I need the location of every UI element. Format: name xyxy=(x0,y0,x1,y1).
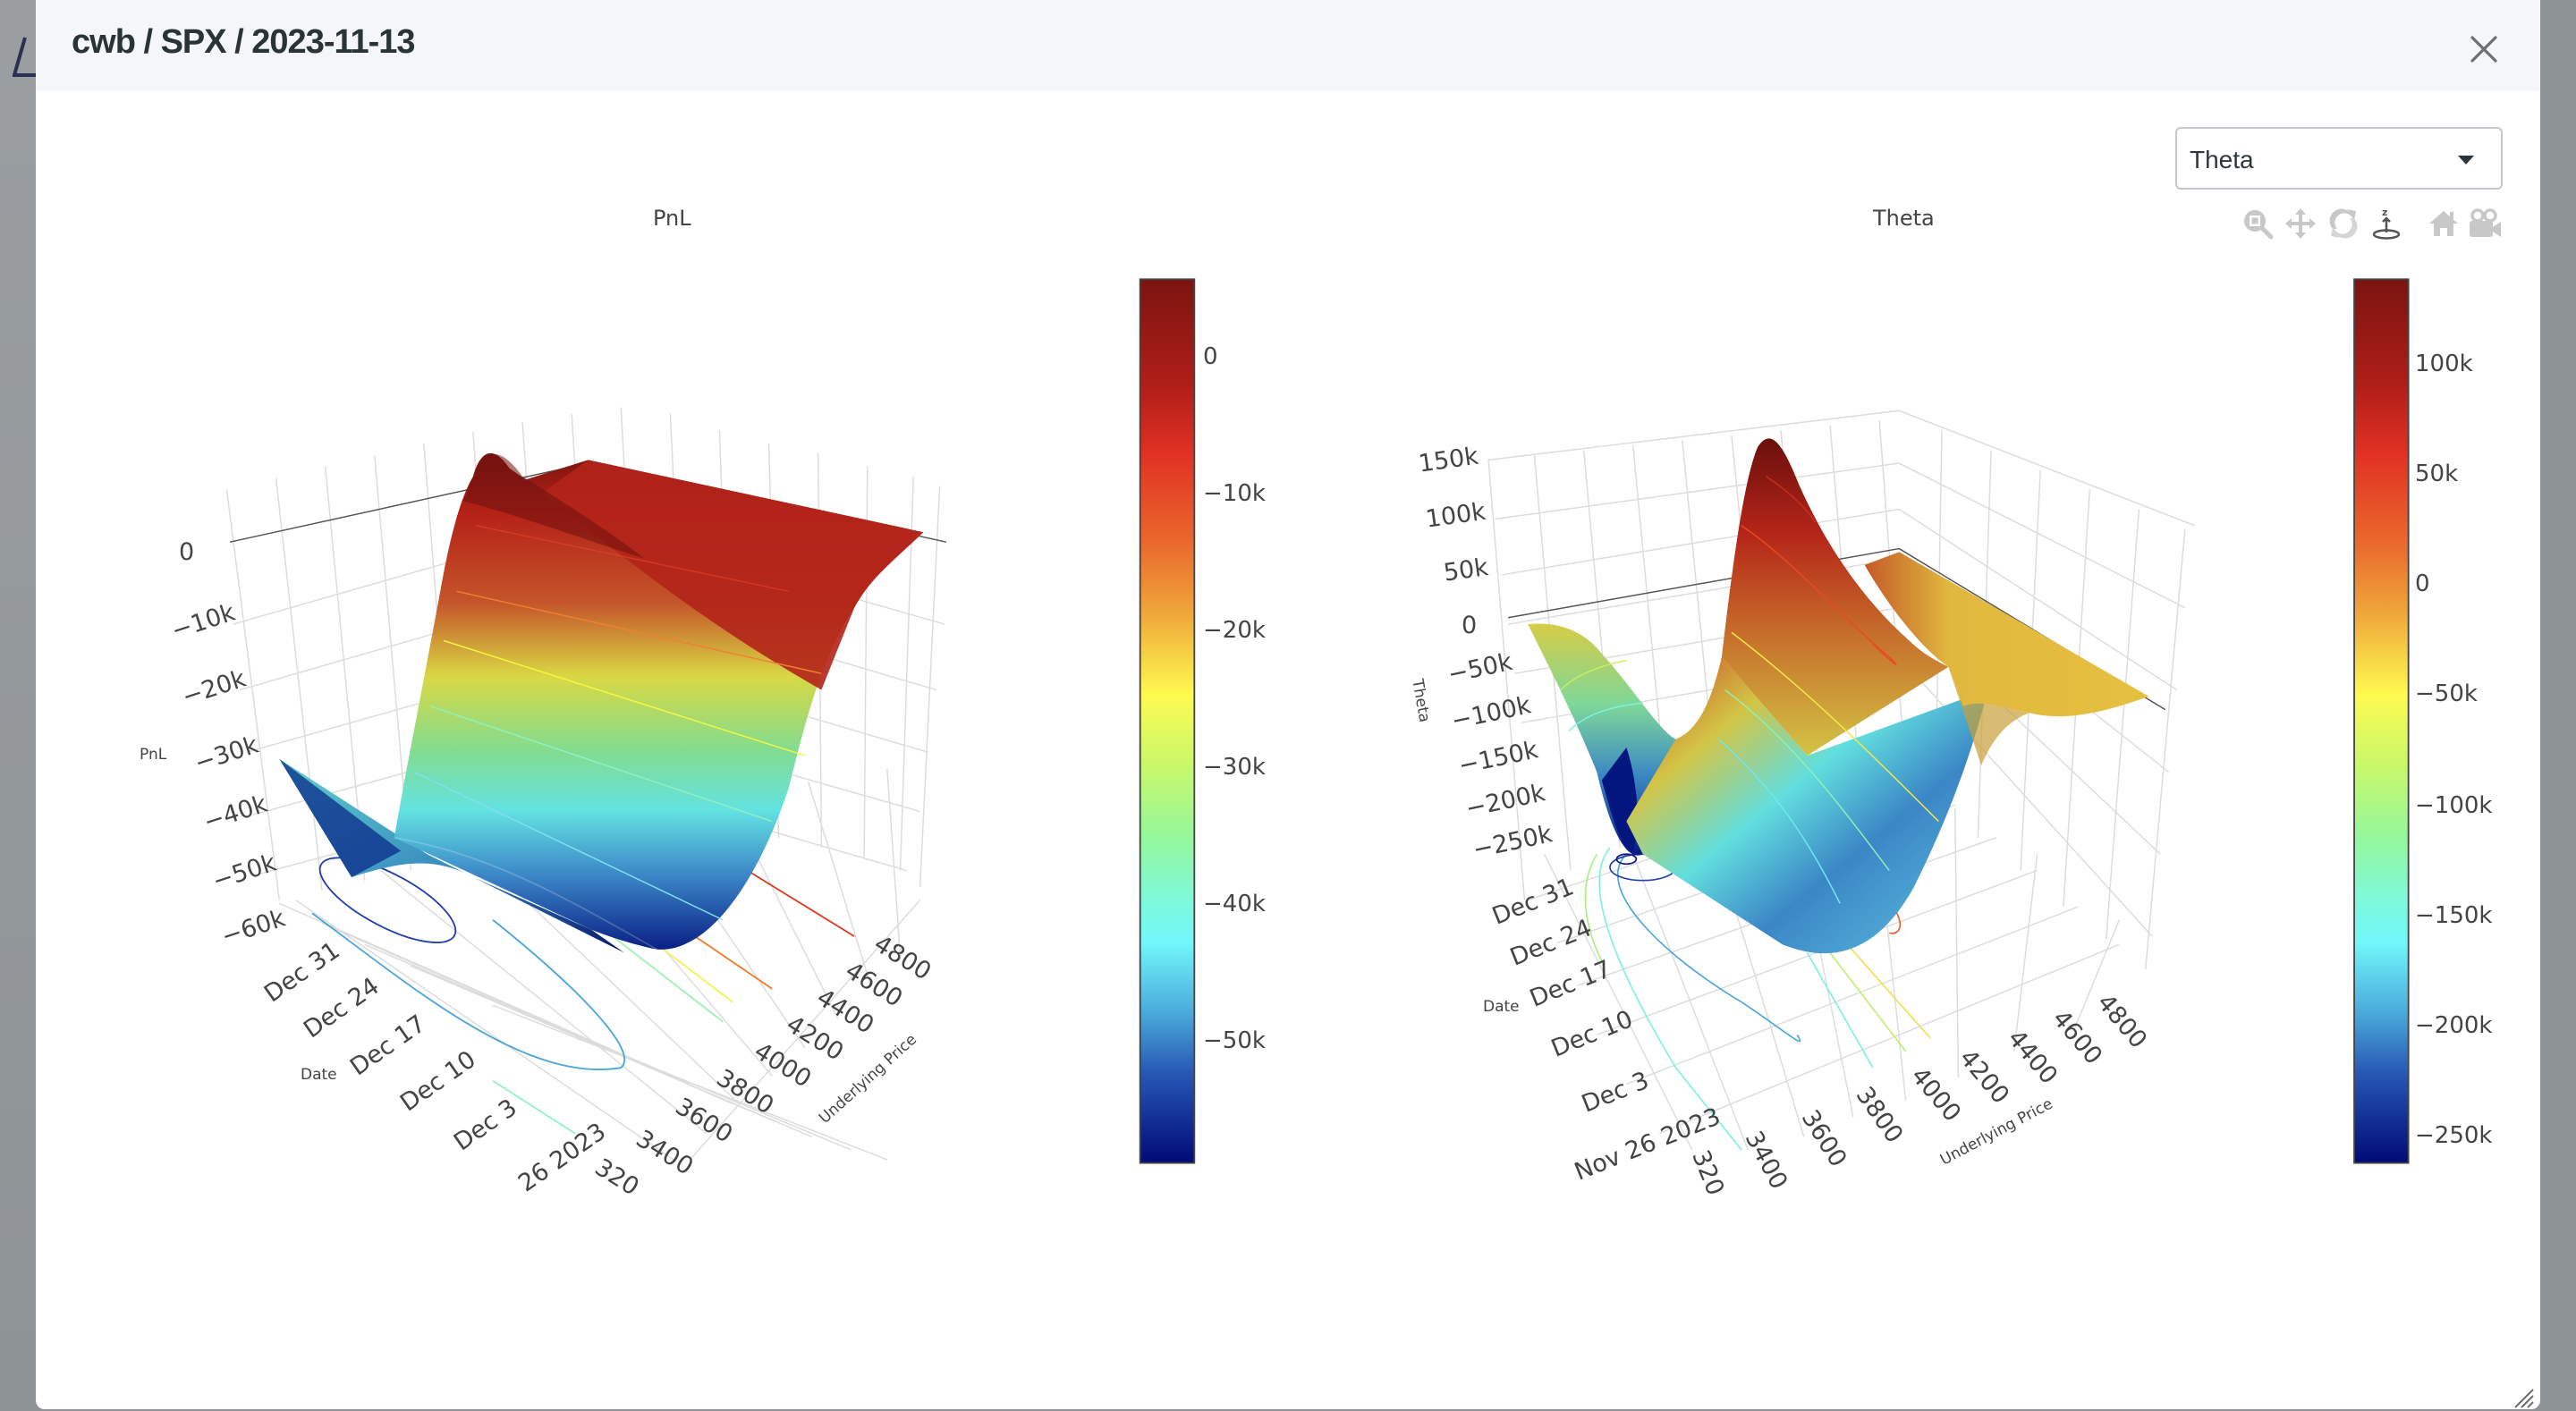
resize-grip-icon xyxy=(2514,1389,2534,1408)
theta-colorbar-tick: −100k xyxy=(2415,792,2493,819)
modal-header: cwb / SPX / 2023-11-13 xyxy=(36,0,2540,91)
turntable-rotation-button[interactable]: z xyxy=(2368,206,2404,241)
download-png-button[interactable] xyxy=(2467,206,2503,241)
greek-selector-dropdown[interactable]: Theta xyxy=(2175,127,2503,190)
orbit-rotation-icon xyxy=(2329,208,2358,239)
turntable-rotation-icon: z xyxy=(2372,207,2401,240)
theta-z-tick: 0 xyxy=(1462,612,1478,639)
camera-icon xyxy=(2470,208,2501,237)
pnl-colorbar-tick: −20k xyxy=(1203,617,1266,644)
pnl-date-axis-title: Date xyxy=(301,1066,337,1084)
reset-camera-button[interactable] xyxy=(2426,206,2462,241)
pnl-colorbar-tick: −40k xyxy=(1203,891,1266,917)
theta-chart-title: Theta xyxy=(1873,206,1935,231)
page-backdrop xyxy=(0,0,36,1411)
pan-button[interactable] xyxy=(2283,206,2318,241)
dropdown-selected-value: Theta xyxy=(2190,146,2254,173)
home-icon xyxy=(2429,211,2458,236)
theta-colorbar-tick: 0 xyxy=(2415,570,2430,597)
close-button[interactable] xyxy=(2463,29,2504,70)
close-icon xyxy=(2470,36,2497,63)
plot-modebar: z xyxy=(2218,206,2522,241)
pan-icon xyxy=(2285,208,2316,239)
theta-colorbar-tick: −150k xyxy=(2415,902,2493,929)
pnl-chart-title: PnL xyxy=(653,206,691,231)
svg-text:z: z xyxy=(2382,207,2387,218)
pnl-z-tick: 0 xyxy=(179,538,195,566)
resize-handle[interactable] xyxy=(2510,1384,2535,1409)
chart-modal: cwb / SPX / 2023-11-13 Theta z xyxy=(36,0,2540,1409)
modal-title: cwb / SPX / 2023-11-13 xyxy=(72,23,416,61)
pnl-colorbar-tick: −50k xyxy=(1203,1027,1266,1054)
zoom-icon xyxy=(2244,210,2274,240)
theta-colorbar-tick: −250k xyxy=(2415,1122,2493,1149)
pnl-colorbar-tick: −30k xyxy=(1203,754,1266,781)
theta-colorbar-tick: −50k xyxy=(2415,680,2478,707)
theta-colorbar-tick: 50k xyxy=(2415,460,2459,487)
zoom-button[interactable] xyxy=(2240,206,2275,241)
pnl-colorbar-tick: 0 xyxy=(1203,343,1218,370)
orbit-rotation-button[interactable] xyxy=(2326,206,2361,241)
chevron-down-icon xyxy=(2458,156,2474,165)
theta-colorbar-tick: −200k xyxy=(2415,1012,2493,1039)
theta-date-axis-title: Date xyxy=(1483,998,1520,1016)
pnl-z-axis-title: PnL xyxy=(140,746,167,764)
pnl-colorbar-tick: −10k xyxy=(1203,480,1266,507)
theta-colorbar-tick: 100k xyxy=(2415,351,2473,377)
